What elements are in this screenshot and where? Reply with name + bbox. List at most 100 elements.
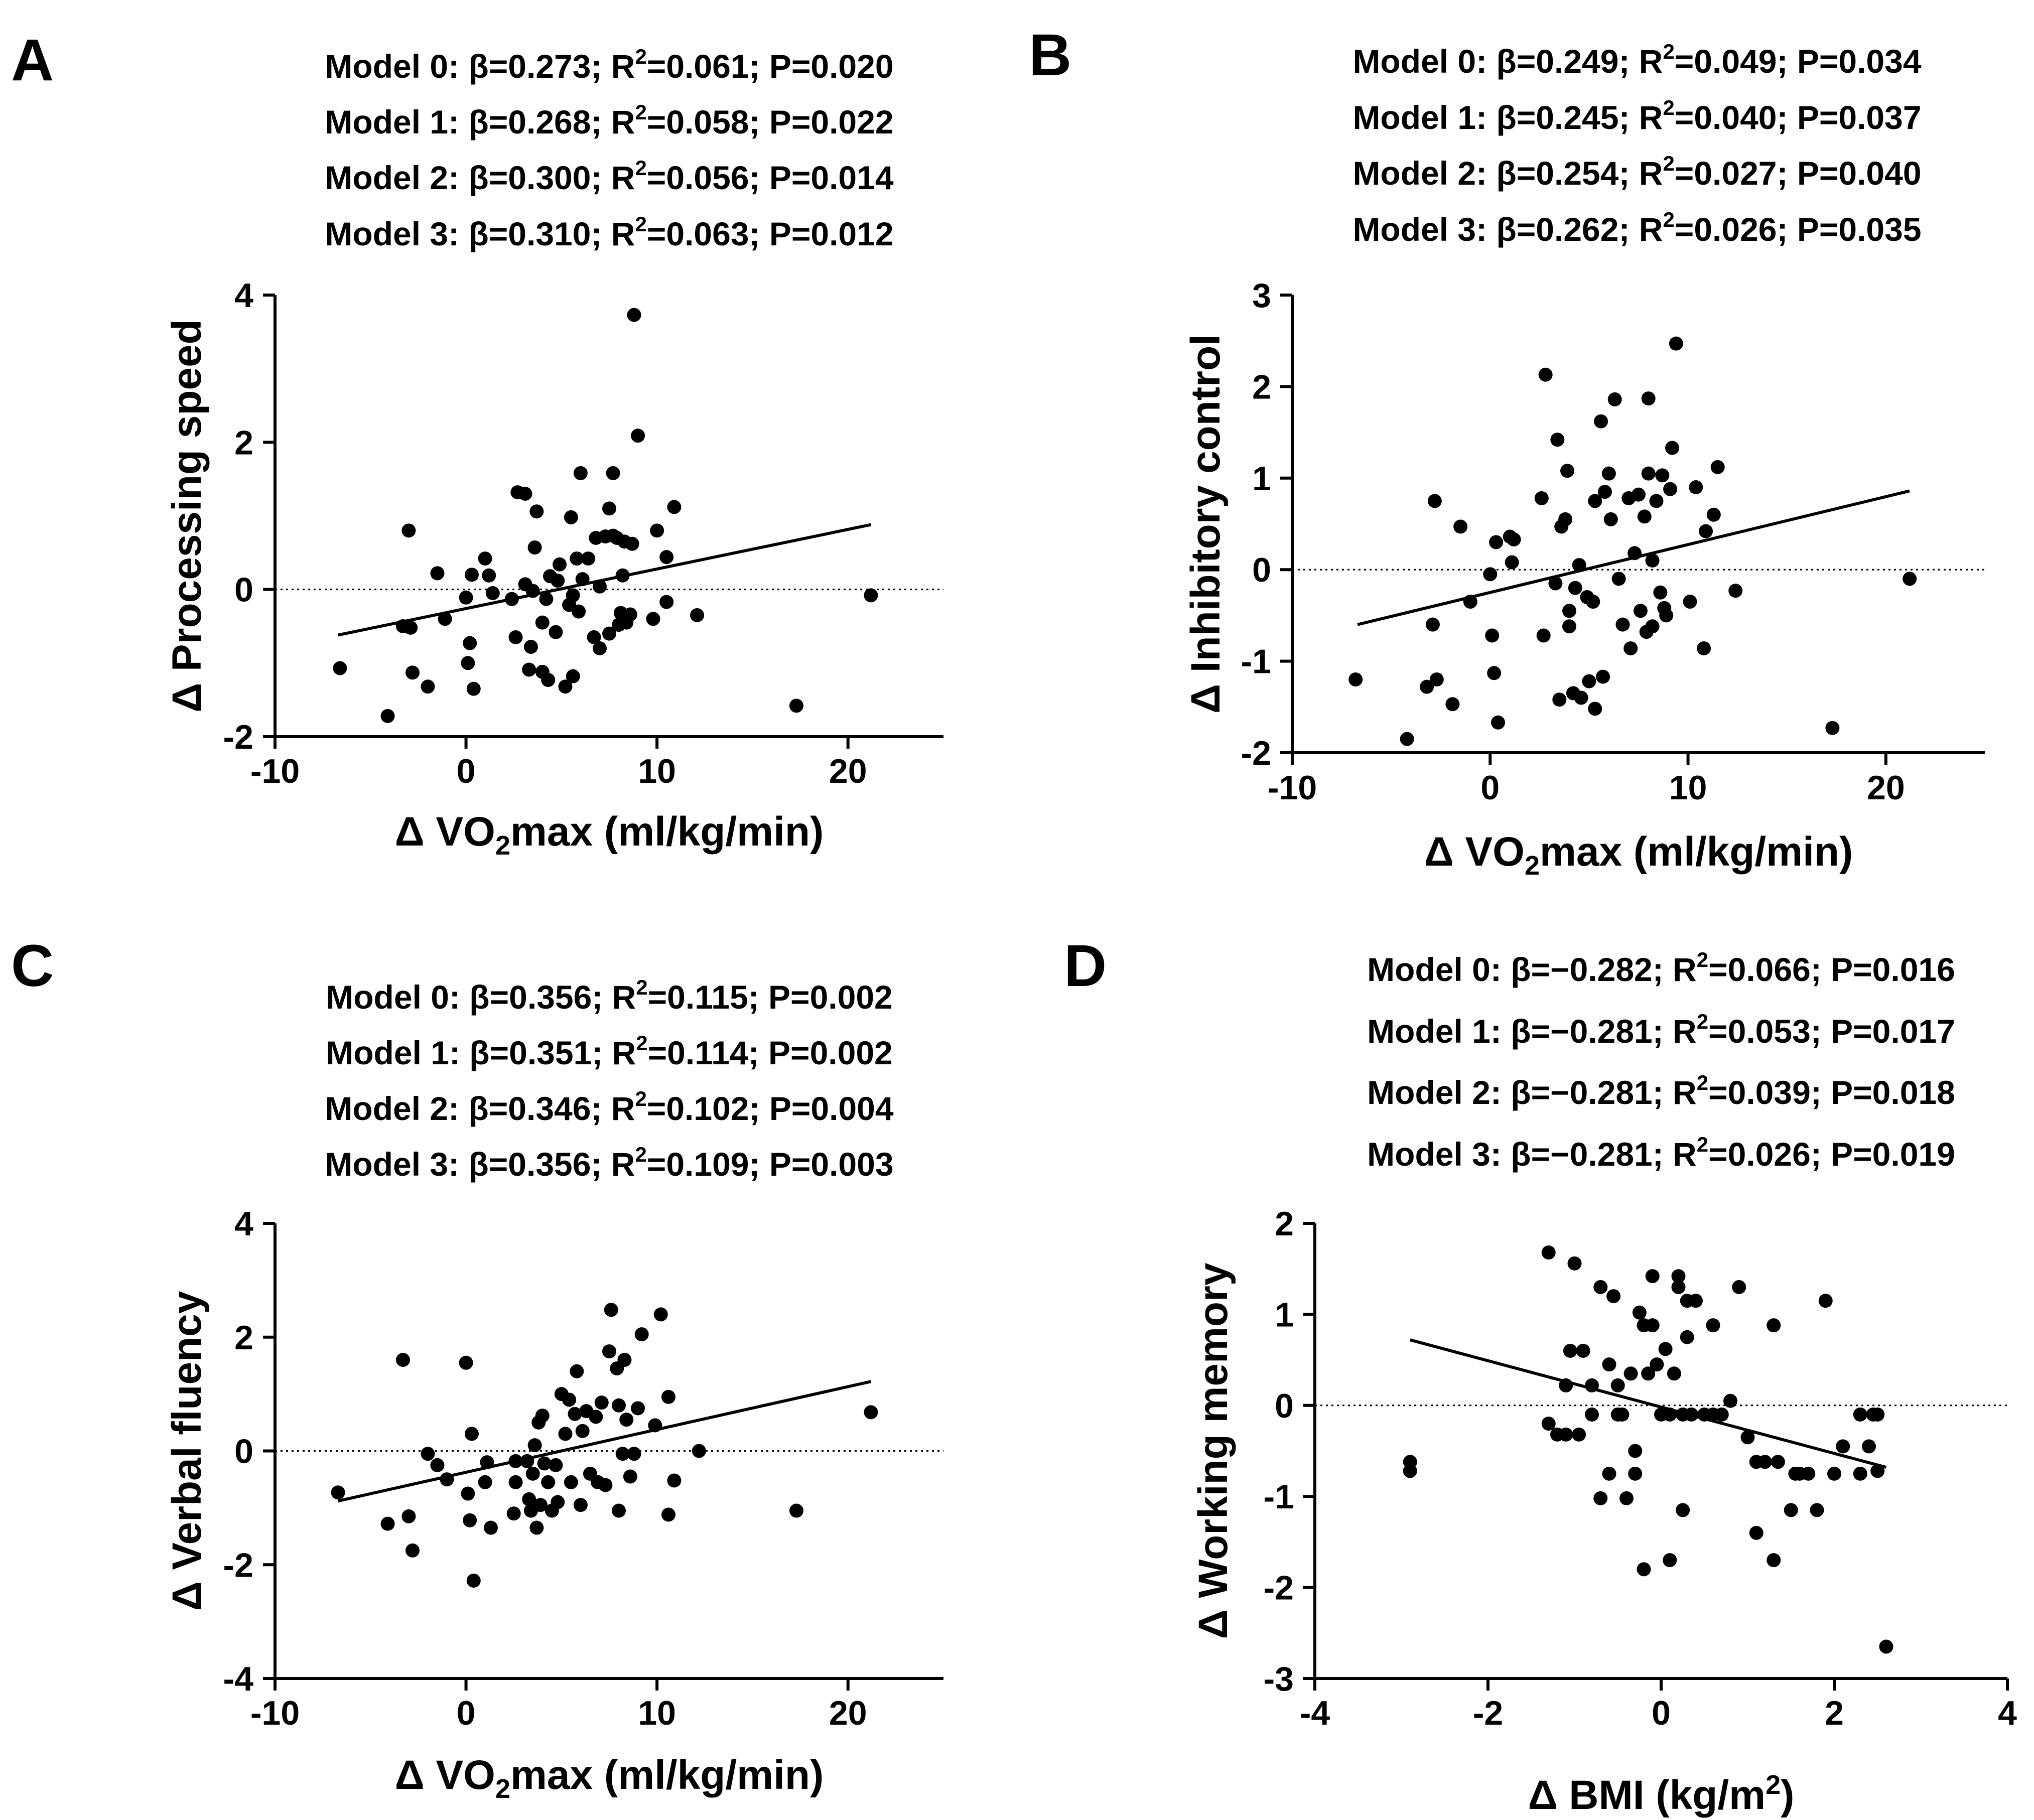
- data-point: [602, 501, 616, 516]
- y-tick-label: -1: [1264, 1478, 1294, 1516]
- data-point: [482, 568, 496, 583]
- x-axis-label-rest: max (ml/kg/min): [510, 809, 824, 855]
- data-point: [466, 681, 481, 696]
- stat-p: P=0.012: [760, 215, 893, 252]
- data-point: [464, 568, 479, 582]
- data-point: [1562, 619, 1576, 634]
- data-point: [1655, 468, 1670, 483]
- x-tick-label: 20: [829, 752, 867, 790]
- stat-beta: β=0.254;: [1487, 155, 1630, 192]
- stat-r2-val: =0.056;: [647, 159, 760, 196]
- data-point: [464, 1427, 479, 1441]
- data-point: [1758, 1455, 1772, 1469]
- x-tick-label: 0: [1652, 1694, 1671, 1732]
- model-stat-line: Model 0: β=0.273; R2=0.061; P=0.020: [325, 45, 893, 85]
- data-point: [602, 626, 616, 641]
- data-point: [1706, 507, 1721, 522]
- data-point: [1771, 1455, 1785, 1469]
- data-point: [789, 1503, 803, 1518]
- data-point: [667, 500, 682, 514]
- model-stat-line: Model 1: β=0.268; R2=0.058; P=0.022: [325, 100, 893, 141]
- y-tick-label: 3: [1252, 276, 1271, 315]
- stat-p: P=0.020: [760, 48, 893, 85]
- data-point: [1628, 1444, 1643, 1458]
- y-tick-label: 0: [234, 1433, 253, 1471]
- data-point: [568, 1407, 582, 1421]
- model-stat-line: Model 1: β=0.245; R2=0.040; P=0.037: [1352, 96, 1921, 136]
- data-point: [1491, 715, 1506, 730]
- data-point: [1538, 367, 1553, 382]
- data-point: [1507, 532, 1521, 547]
- x-tick-label: 20: [1867, 769, 1905, 807]
- data-point: [523, 640, 538, 654]
- model-stat-line: Model 1: β=−0.281; R2=0.053; P=0.017: [1367, 1010, 1955, 1050]
- data-point: [1445, 697, 1460, 712]
- data-point: [529, 1520, 544, 1535]
- data-point: [506, 1506, 521, 1521]
- data-point: [1723, 1393, 1737, 1408]
- data-point: [1425, 617, 1440, 632]
- panel-a: A Model 0: β=0.273; R2=0.061; P=0.020Mode…: [11, 27, 943, 861]
- data-point: [562, 1392, 577, 1407]
- data-point: [564, 1475, 578, 1489]
- data-point: [1552, 692, 1567, 707]
- regression-line: [1409, 1338, 1887, 1469]
- x-axis-label: Δ VO2max (ml/kg/min): [395, 809, 824, 861]
- x-axis-label-main: Δ VO: [1424, 829, 1525, 875]
- stat-model: Model 3:: [1352, 211, 1487, 248]
- y-tick-label: -2: [1264, 1569, 1294, 1607]
- stat-r2-pre: R: [1630, 155, 1663, 192]
- stat-r2-sup: 2: [1663, 152, 1674, 175]
- stat-r2-val: =0.063;: [647, 215, 760, 252]
- data-point: [525, 1466, 540, 1481]
- data-point: [1568, 581, 1582, 595]
- data-point: [617, 1353, 632, 1367]
- x-tick-label: -2: [1473, 1694, 1503, 1732]
- data-point: [581, 551, 596, 566]
- data-point: [1596, 669, 1610, 684]
- data-point: [1669, 336, 1683, 351]
- data-point: [466, 1573, 481, 1588]
- data-point: [1680, 1330, 1694, 1344]
- data-point: [1628, 1466, 1643, 1481]
- data-point: [1659, 608, 1674, 623]
- data-point: [650, 523, 664, 538]
- stat-p: P=0.022: [760, 103, 893, 141]
- data-point: [1862, 1439, 1876, 1454]
- x-tick-label: 10: [1669, 769, 1707, 807]
- x-axis-label: Δ VO2max (ml/kg/min): [395, 1752, 824, 1804]
- data-point: [541, 673, 556, 687]
- data-point: [572, 604, 586, 619]
- data-point: [1615, 1407, 1630, 1422]
- data-point: [518, 487, 532, 501]
- data-point: [1563, 1343, 1577, 1358]
- stat-model: Model 3:: [325, 215, 459, 252]
- panel-letter: D: [1064, 933, 1107, 999]
- data-point: [1836, 1439, 1850, 1454]
- y-tick-label: 2: [234, 424, 253, 462]
- y-tick-label: 1: [1252, 460, 1271, 498]
- x-axis-label-subscript: 2: [495, 830, 510, 861]
- data-point: [1403, 1464, 1417, 1478]
- data-point: [1505, 555, 1519, 570]
- data-point: [1606, 1289, 1621, 1304]
- data-point: [1585, 1407, 1599, 1422]
- panel-c: C Model 0: β=0.356; R2=0.115; P=0.002Mode…: [11, 933, 943, 1804]
- data-point: [659, 595, 674, 609]
- data-point: [627, 1447, 641, 1461]
- stat-r2-sup: 2: [635, 45, 646, 68]
- stat-r2-val: =0.039;: [1708, 1074, 1822, 1111]
- data-point: [405, 1543, 420, 1558]
- y-tick-label: 0: [234, 571, 253, 609]
- panel-letter: C: [11, 933, 54, 999]
- data-point: [1574, 690, 1588, 705]
- data-point: [1697, 641, 1711, 656]
- data-point: [1683, 595, 1697, 609]
- data-point: [1645, 553, 1660, 568]
- data-point: [430, 1458, 445, 1472]
- data-point: [551, 1495, 565, 1509]
- y-tick-label: 4: [234, 276, 253, 315]
- stat-r2-sup: 2: [1697, 1010, 1708, 1033]
- model-stat-line: Model 3: β=0.356; R2=0.109; P=0.003: [325, 1143, 893, 1183]
- data-point: [646, 612, 660, 626]
